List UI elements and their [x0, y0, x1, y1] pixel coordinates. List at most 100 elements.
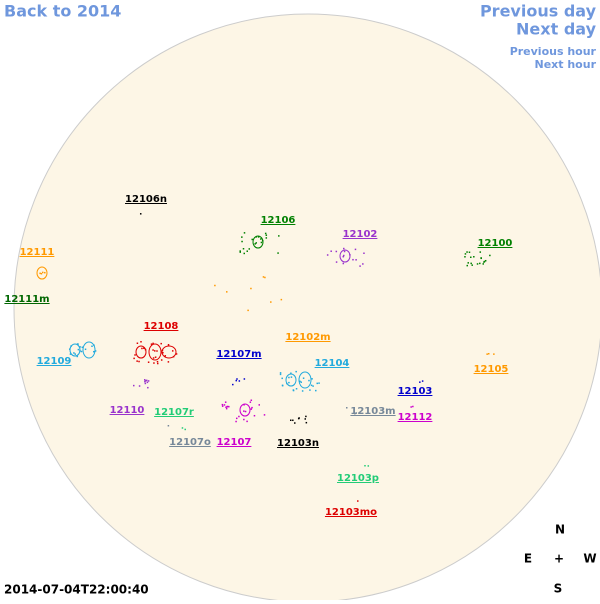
spot: [342, 255, 345, 258]
region-label[interactable]: 12102: [343, 229, 378, 240]
spot: [473, 256, 475, 258]
spot: [280, 298, 283, 301]
region-label[interactable]: 12100: [478, 238, 513, 249]
spot: [224, 401, 227, 403]
spot: [243, 418, 245, 421]
spot: [278, 235, 280, 237]
spot: [147, 380, 150, 382]
previous-day-link[interactable]: Previous day: [480, 2, 597, 21]
spot: [152, 349, 154, 351]
spot: [226, 405, 228, 408]
spot: [241, 240, 243, 243]
spot: [141, 347, 143, 350]
next-day-link[interactable]: Next day: [516, 20, 597, 39]
region-label[interactable]: 12106n: [125, 194, 167, 205]
region-label[interactable]: 12106: [261, 215, 296, 226]
spot: [263, 414, 266, 416]
spot: [254, 243, 256, 245]
spot: [301, 390, 304, 392]
region-label[interactable]: 12112: [398, 412, 433, 423]
spot: [160, 359, 163, 361]
spot: [248, 248, 251, 250]
spot: [343, 250, 346, 253]
spot: [225, 407, 228, 410]
region-label[interactable]: 12103p: [337, 473, 379, 484]
spot: [136, 342, 139, 345]
spot: [226, 291, 228, 293]
spot: [470, 262, 472, 265]
spot: [486, 353, 488, 355]
spot: [160, 342, 162, 345]
spot: [144, 380, 147, 382]
spot: [140, 341, 142, 343]
spot: [468, 251, 471, 254]
spot: [464, 256, 466, 258]
spot: [133, 384, 135, 387]
region-label[interactable]: 12111m: [4, 294, 49, 305]
spot: [302, 377, 305, 379]
back-link[interactable]: Back to 2014: [4, 2, 121, 21]
spot: [299, 380, 301, 383]
region-label[interactable]: 12107r: [154, 407, 194, 418]
region-label[interactable]: 12103: [398, 386, 433, 397]
next-hour-link[interactable]: Next hour: [535, 58, 597, 71]
spot: [162, 351, 164, 354]
spot: [466, 264, 469, 267]
spot: [364, 464, 366, 467]
spot: [288, 381, 290, 384]
spot: [246, 250, 249, 252]
region-label[interactable]: 12105: [474, 364, 509, 375]
spot: [77, 348, 80, 351]
spot-ring: [69, 343, 81, 357]
spot: [235, 379, 238, 382]
spot: [44, 271, 46, 274]
region-label[interactable]: 12102m: [285, 332, 330, 343]
region-label[interactable]: 12107o: [169, 437, 211, 448]
previous-hour-link[interactable]: Previous hour: [510, 45, 597, 58]
spot: [476, 263, 479, 265]
compass-e: E: [524, 552, 532, 566]
spot: [243, 404, 245, 406]
region-label[interactable]: 12108: [144, 321, 179, 332]
region-label[interactable]: 12103mo: [325, 507, 377, 518]
spot: [232, 383, 234, 386]
region-label[interactable]: 12104: [315, 358, 350, 369]
spot: [253, 414, 256, 417]
spot: [470, 256, 472, 259]
region-label[interactable]: 12109: [37, 356, 72, 367]
spot: [316, 382, 318, 385]
spot: [295, 370, 297, 373]
spot: [138, 360, 140, 363]
spot: [134, 354, 136, 356]
spot: [133, 357, 135, 360]
region-label[interactable]: 12110: [110, 405, 145, 416]
spot: [258, 404, 261, 406]
region-label[interactable]: 12103n: [277, 438, 319, 449]
spot: [246, 420, 248, 423]
region-label[interactable]: 12107: [217, 437, 252, 448]
spot: [410, 406, 412, 408]
region-label[interactable]: 12103m: [350, 406, 395, 417]
spot: [238, 380, 241, 382]
spot: [290, 372, 292, 375]
spot-ring: [36, 266, 48, 280]
spot: [40, 272, 43, 275]
region-label[interactable]: 12111: [20, 247, 55, 258]
spot: [471, 264, 473, 266]
spot: [288, 376, 290, 379]
spot: [93, 350, 95, 353]
spot: [309, 389, 311, 391]
spot: [175, 353, 178, 355]
spot: [489, 254, 491, 257]
spot: [352, 258, 354, 261]
spot: [315, 389, 317, 392]
spot: [74, 353, 77, 355]
spot: [260, 238, 262, 240]
region-label[interactable]: 12107m: [216, 349, 261, 360]
spot: [487, 352, 490, 355]
spot: [292, 389, 295, 391]
spot: [156, 362, 159, 365]
spot: [260, 241, 263, 244]
spot: [154, 356, 157, 358]
